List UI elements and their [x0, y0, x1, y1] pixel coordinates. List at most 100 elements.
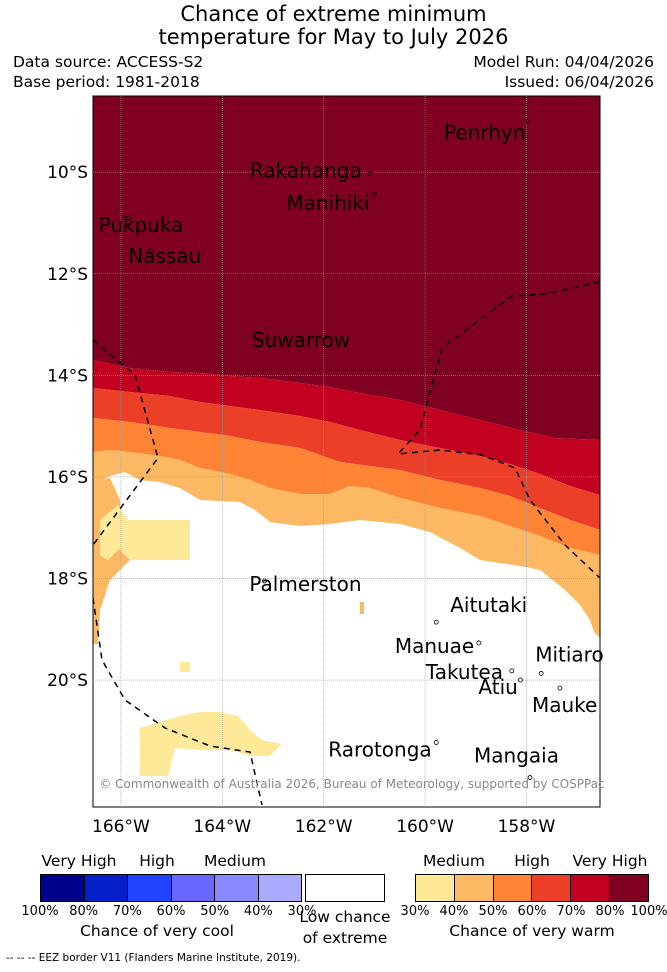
lat-tick-label: 16°S [47, 468, 88, 488]
warm-category-label: High [514, 852, 550, 870]
low-caption-line-2: of extreme [302, 929, 388, 947]
warm-tick-label: 70% [556, 904, 586, 919]
island-marker [525, 118, 531, 124]
island-marker [476, 640, 482, 646]
band-40-50 [93, 450, 600, 638]
warm-tick-label: 80% [595, 904, 625, 919]
island-marker [371, 191, 377, 197]
lat-tick-label: 18°S [47, 569, 88, 589]
island-label: Penrhyn [444, 120, 525, 144]
island-marker [509, 668, 515, 674]
cool-tick-label: 40% [243, 904, 273, 919]
island-marker [433, 740, 439, 745]
island-marker [557, 685, 563, 691]
warm-tick-label: 50% [478, 904, 508, 919]
gridlines [93, 96, 600, 807]
island-marker [367, 171, 373, 177]
island-labels: Penrhyn Rakahanga Manihiki Pukpuka Nassau Suw… [98, 118, 604, 780]
eez-footnote: -- -- -- EEZ border V11 (Flanders Marine… [6, 952, 301, 964]
lon-tick-label: 166°W [92, 817, 150, 837]
cool-tick-label: 50% [200, 904, 230, 919]
low-chance-swatch [305, 874, 385, 902]
island-label: Manihiki [286, 191, 369, 215]
cool-swatch [41, 875, 85, 901]
island-label: Pukpuka [98, 213, 183, 237]
lat-tick-label: 14°S [47, 366, 88, 386]
cool-swatch [258, 875, 301, 901]
cool-tick-label: 60% [156, 904, 186, 919]
warm-tick-label: 40% [439, 904, 469, 919]
island-label: Rakahanga [250, 159, 362, 183]
data-source: Data source: ACCESS-S2 [13, 53, 204, 71]
cool-swatch [215, 875, 259, 901]
map-frame [92, 95, 601, 808]
warm-swatch [610, 875, 648, 901]
island-label: Suwarrow [252, 328, 350, 352]
cool-category-label: High [139, 852, 175, 870]
lon-tick-label: 158°W [498, 817, 556, 837]
island-label: Rarotonga [328, 738, 431, 762]
cool-category-label: Medium [204, 852, 266, 870]
warm-tick-label: 60% [517, 904, 547, 919]
title-line-2: temperature for May to July 2026 [158, 25, 509, 49]
warm-category-label: Medium [423, 852, 485, 870]
cool-tick-label: 30% [287, 904, 317, 919]
cool-tick-label: 70% [112, 904, 142, 919]
cool-swatch [171, 875, 215, 901]
warm-swatch [416, 875, 455, 901]
low-caption-line-1: Low chance [299, 908, 391, 926]
island-label: Mangaia [474, 744, 559, 768]
island-label: Aitutaki [450, 593, 527, 617]
axis-labels: 166°W 164°W 162°W 160°W 158°W 10°S 12°S 14°S 16°… [47, 163, 555, 837]
warm-caption: Chance of very warm [449, 922, 615, 940]
island-label: Palmerston [249, 572, 361, 596]
cool-swatch-bar [40, 874, 302, 902]
island-marker [265, 334, 271, 340]
island-marker [518, 677, 523, 683]
warm-swatch [454, 875, 494, 901]
cool-tick-label: 100% [21, 904, 59, 919]
lon-tick-label: 164°W [193, 817, 251, 837]
warm-tick-label: 100% [630, 904, 667, 919]
island-marker [433, 619, 439, 625]
island-marker [126, 215, 131, 221]
warm-tick-label: 30% [400, 904, 430, 919]
band-30-40-south [140, 712, 282, 776]
title-line-1: Chance of extreme minimum [180, 2, 487, 26]
island-label: Mauke [532, 693, 597, 717]
island-marker [261, 578, 267, 584]
cool-swatch [128, 875, 172, 901]
cool-caption: Chance of very cool [80, 922, 234, 940]
band-70-80 [93, 360, 600, 495]
copyright-notice: © Commonwealth of Australia 2026, Bureau… [99, 777, 604, 791]
island-label: Takutea [425, 660, 503, 684]
band-60-70 [93, 388, 600, 530]
warm-swatch-bar [415, 874, 649, 902]
warm-swatch [532, 875, 572, 901]
cool-category-label: Very High [41, 852, 117, 870]
eez-border-north [93, 339, 159, 546]
lon-tick-label: 162°W [295, 817, 353, 837]
warm-swatch [571, 875, 611, 901]
island-label: Atiu [478, 675, 517, 699]
island-marker [538, 671, 544, 676]
island-label: Mitiaro [535, 642, 604, 666]
island-marker [147, 248, 153, 254]
island-label: Manuae [395, 634, 474, 658]
issued-date: Issued: 06/04/2026 [504, 73, 654, 91]
island-label: Nassau [128, 244, 201, 268]
eez-borders [93, 281, 600, 806]
band-40-50-speck [360, 602, 364, 614]
cool-tick-label: 80% [69, 904, 99, 919]
forecast-map: Penrhyn Rakahanga Manihiki Pukpuka Nassau Suw… [47, 95, 605, 837]
probability-bands [93, 96, 600, 776]
lon-tick-label: 160°W [396, 817, 454, 837]
band-80-100 [93, 96, 600, 440]
lat-tick-label: 20°S [47, 671, 88, 691]
model-run: Model Run: 04/04/2026 [473, 53, 654, 71]
warm-category-label: Very High [572, 852, 648, 870]
cool-swatch [84, 875, 128, 901]
warm-swatch [493, 875, 533, 901]
lat-tick-label: 10°S [47, 163, 88, 183]
island-marker [527, 775, 533, 780]
